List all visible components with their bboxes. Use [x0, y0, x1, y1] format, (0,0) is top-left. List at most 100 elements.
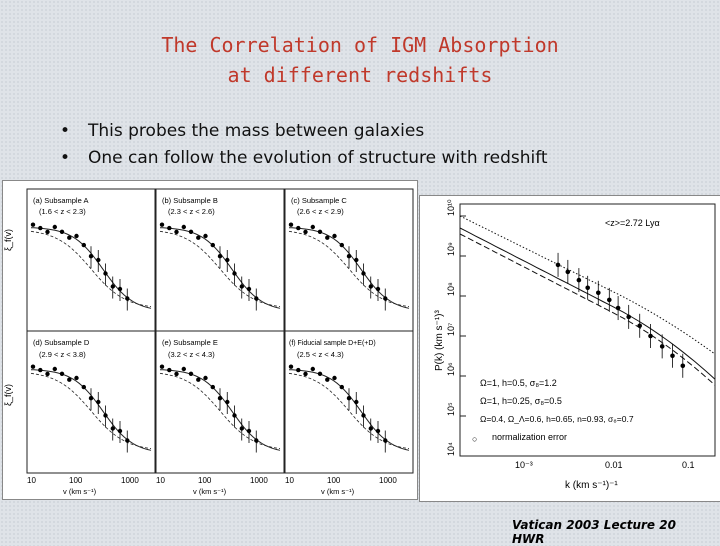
data-point	[59, 371, 65, 376]
legend-entry: Ω=1, h=0.5, σ₈=1.2	[480, 378, 557, 388]
power-spectrum-svg: <z>=2.72 Lyα 10⁴ 10⁵ 10⁶ 10⁷ 10⁸ 10⁹ 10¹⁰ P(k)…	[434, 199, 716, 491]
data-point	[159, 222, 165, 227]
data-point	[565, 269, 571, 275]
data-point	[626, 314, 631, 320]
data-point	[159, 364, 165, 369]
data-point	[181, 366, 186, 372]
data-point	[45, 371, 50, 377]
data-point	[680, 363, 686, 369]
annotation-label: <z>=2.72 Lyα	[605, 218, 660, 228]
x-tick-label: 10	[156, 476, 165, 485]
data-point	[203, 233, 208, 239]
x-tick-label: 10	[285, 476, 294, 485]
panel-label: (e) Subsample E	[162, 338, 218, 347]
model-curve-dashed	[30, 230, 152, 307]
legend-entry: Ω=1, h=0.25, σ₈=0.5	[480, 396, 562, 406]
theory-curves	[459, 215, 716, 386]
y-tick-label: 10⁷	[446, 323, 456, 336]
data-point	[174, 371, 179, 377]
panel-d: (d) Subsample D (2.9 < z < 3.8)	[26, 330, 156, 474]
theory-curve	[459, 215, 716, 355]
data-point	[576, 277, 582, 283]
power-spectrum-figure: <z>=2.72 Lyα 10⁴ 10⁵ 10⁶ 10⁷ 10⁸ 10⁹ 10¹⁰ P(k)…	[419, 195, 720, 502]
data-point	[188, 371, 194, 376]
y-tick-label: 10¹⁰	[446, 199, 456, 216]
data-points	[555, 252, 686, 378]
data-point	[296, 225, 301, 231]
x-axis-label: k (km s⁻¹)⁻¹	[565, 480, 618, 491]
y-axis-label: P(k) (km s⁻¹)³	[434, 310, 445, 371]
correlation-panels-svg: ξ_f(v) ξ_f(v) (a) Subsample A (1.6 < z <…	[3, 188, 414, 496]
data-point	[181, 224, 186, 230]
data-point	[555, 262, 561, 268]
data-point	[615, 305, 621, 311]
data-point	[607, 297, 612, 303]
bullet-text: This probes the mass between galaxies	[88, 121, 425, 141]
bullet-list: • This probes the mass between galaxies •…	[60, 118, 548, 172]
model-curve-dashed	[288, 372, 410, 449]
model-curve-dashed	[159, 230, 281, 307]
data-point	[196, 235, 201, 240]
data-point	[167, 225, 172, 231]
data-point	[310, 366, 315, 372]
data-point	[188, 229, 194, 234]
x-tick-label: 1000	[121, 476, 139, 485]
x-tick-label: 100	[327, 476, 341, 485]
data-point	[210, 242, 215, 248]
bullet-text: One can follow the evolution of structur…	[88, 148, 548, 168]
panel-range: (2.6 < z < 2.9)	[297, 207, 344, 216]
data-point	[317, 371, 323, 376]
data-point	[296, 367, 301, 373]
data-point	[303, 371, 308, 377]
data-point	[648, 333, 653, 339]
data-point	[303, 229, 308, 235]
x-tick-label: 100	[198, 476, 212, 485]
data-point	[67, 235, 72, 240]
data-point	[74, 233, 79, 239]
data-point	[196, 377, 201, 382]
title-line-1: The Correlation of IGM Absorption	[161, 33, 559, 57]
data-point	[30, 364, 36, 369]
data-point	[310, 224, 315, 230]
data-point	[317, 229, 323, 234]
data-point	[52, 224, 57, 230]
y-tick-label: 10⁵	[446, 402, 456, 416]
data-point	[38, 367, 43, 373]
panel-curves	[30, 222, 410, 453]
theory-curve	[459, 227, 716, 380]
panel-range: (2.3 < z < 2.6)	[168, 207, 215, 216]
model-curve-dashed	[30, 372, 152, 449]
theory-curve	[459, 233, 716, 386]
data-point	[45, 229, 50, 235]
data-point	[659, 344, 665, 349]
data-point	[339, 242, 344, 248]
footer-credit: Vatican 2003 Lecture 20 HWR	[512, 518, 676, 546]
y-axis-label-bottom: ξ_f(v)	[3, 384, 13, 406]
model-curve-dashed	[159, 372, 281, 449]
y-tick-label: 10⁸	[446, 282, 456, 296]
data-point	[670, 353, 675, 359]
data-point	[332, 375, 337, 381]
x-tick-label: 10⁻³	[515, 460, 533, 470]
plot-frame	[459, 203, 716, 457]
x-tick-label: 0.1	[682, 460, 695, 470]
panel-label: (a) Subsample A	[33, 196, 88, 205]
data-point	[288, 222, 294, 227]
data-point	[288, 364, 294, 369]
legend-entry: Ω=0.4, Ω_Λ=0.6, h=0.65, n=0.93, σ₈=0.7	[480, 414, 634, 424]
y-tick-labels: 10⁴ 10⁵ 10⁶ 10⁷ 10⁸ 10⁹ 10¹⁰	[446, 199, 466, 457]
data-point	[67, 377, 72, 382]
data-point	[52, 366, 57, 372]
panel-range: (1.6 < z < 2.3)	[39, 207, 86, 216]
y-tick-label: 10⁹	[446, 242, 456, 256]
panel-range: (2.5 < z < 4.3)	[297, 350, 344, 359]
panel-f: (f) Fiducial sample D+E(+D) (2.5 < z < 4…	[284, 330, 414, 474]
bullet-item: • One can follow the evolution of structu…	[60, 145, 548, 172]
data-point	[585, 285, 590, 291]
bullet-dot-icon: •	[60, 121, 71, 141]
data-point	[59, 229, 65, 234]
x-tick-label: 1000	[250, 476, 268, 485]
bullet-dot-icon: •	[60, 148, 71, 168]
x-tick-label: 10	[27, 476, 36, 485]
data-point	[81, 384, 87, 390]
